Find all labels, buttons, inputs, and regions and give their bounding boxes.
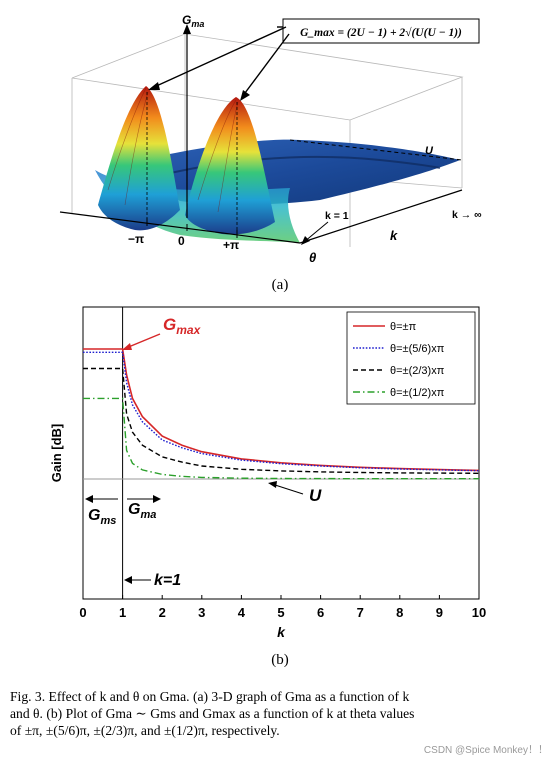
series-line-3 [83,367,480,474]
caption-line-1: Fig. 3. Effect of k and θ on Gma. (a) 3-… [10,689,410,704]
z-axis-label: Gma [182,13,204,29]
formula-box [282,18,480,44]
surface-peak-right [185,97,275,235]
series-layer [83,348,480,480]
legend-label-3: θ=±(2/3)xπ [390,365,445,377]
caption-line-2: and θ. (b) Plot of Gma ∼ Gms and Gmax as… [10,706,415,721]
series-line-2 [83,351,480,472]
y-axis-label: Gain [dB] [49,424,64,483]
x-tick-label: 1 [119,605,126,620]
tick-zero: 0 [178,234,185,248]
x-tick-label: 7 [357,605,364,620]
x-tick-label: 3 [198,605,205,620]
legend-label-2: θ=±(5/6)xπ [390,343,445,355]
panel-a-label: (a) [272,277,289,293]
legend: θ=±π θ=±(5/6)xπ θ=±(2/3)xπ θ=±(1/2)xπ [346,311,476,405]
x-tick-label: 9 [436,605,443,620]
legend-box [346,311,476,405]
tick-neg-pi: −π [128,232,144,246]
x-tick-label: 10 [472,605,486,620]
k1-label-a: k = 1 [325,210,349,222]
x-axis-label: k [277,624,286,640]
U-label-a: U [425,145,434,157]
x-tick-label: 0 [79,605,86,620]
x-tick-label: 5 [277,605,284,620]
panel-b-line-chart: 0 1 2 3 4 5 6 7 8 9 10 θ=±πθ=±(5/6)xπθ=±(2/3)xπθ=±… [49,306,486,668]
x-tick-label: 2 [159,605,166,620]
figure-caption: Fig. 3. Effect of k and θ on Gma. (a) 3-… [10,688,546,739]
panel-b-label: (b) [271,652,289,668]
theta-axis-line [59,211,301,244]
formula-text: G_max = (2U − 1) + 2√(U(U − 1)) [300,26,462,39]
series-line-4 [83,397,479,480]
theta-axis-label: θ [309,250,316,265]
x-tick-label: 4 [238,605,246,620]
U-label-b: U [309,486,322,505]
watermark: CSDN @Spice Monkey！！ [423,745,548,756]
k-inf-label: k → ∞ [452,209,482,221]
x-tick-layer: 0 1 2 3 4 5 6 7 8 9 10 [79,595,486,620]
k1-label-b: k=1 [154,572,181,589]
caption-line-3: of ±π, ±(5/6)π, ±(2/3)π, and ±(1/2)π, re… [10,723,280,738]
panel-a-3d-plot: G_max = (2U − 1) + 2√(U(U − 1)) Gma U k … [59,13,482,293]
legend-label-4: θ=±(1/2)xπ [390,387,445,399]
series-line-1 [83,348,480,472]
legend-label-1: θ=±π [390,321,417,333]
U-reference-line [289,139,463,161]
k-axis-line [299,189,463,244]
x-tick-label: 6 [317,605,324,620]
tick-pos-pi: +π [223,238,239,252]
x-tick-label: 8 [396,605,403,620]
k-axis-label-a: k [390,228,398,243]
surface-peak-left [98,86,180,231]
